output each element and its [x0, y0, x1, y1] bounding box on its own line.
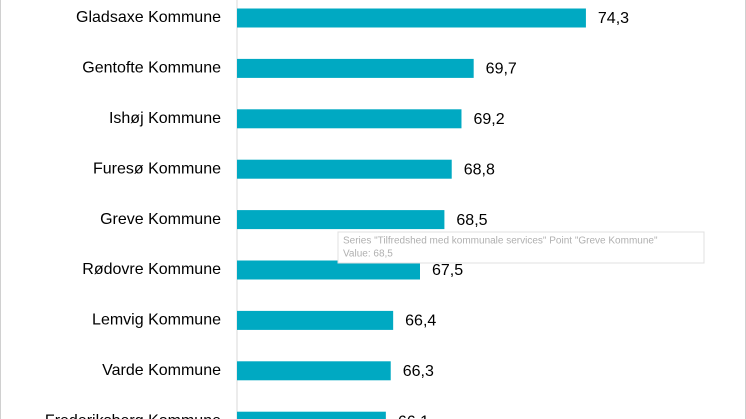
y-tick-label: Greve Kommune [100, 211, 221, 228]
y-tick-label: Furesø Kommune [93, 160, 221, 177]
bar [237, 361, 391, 381]
data-label: 69,7 [486, 61, 517, 78]
bar [237, 159, 452, 179]
y-tick-label: Gentofte Kommune [82, 60, 221, 77]
data-label: 66,4 [405, 313, 436, 330]
y-tick-label: Rødovre Kommune [82, 261, 221, 278]
tooltip-text: Series "Tilfredshed med kommunale servic… [343, 236, 658, 247]
data-label: 69,2 [473, 111, 504, 128]
bar [237, 58, 474, 78]
bar [237, 411, 386, 419]
data-label: 66,1 [398, 413, 429, 419]
bar [237, 310, 394, 330]
data-label: 68,5 [456, 212, 487, 229]
data-label: 74,3 [598, 10, 629, 27]
data-label: 67,5 [432, 262, 463, 279]
y-tick-label: Lemvig Kommune [92, 312, 221, 329]
tooltip-box [337, 231, 705, 264]
bar [237, 260, 420, 280]
y-tick-label: Frederiksberg Kommune [45, 412, 221, 419]
tooltip-text: Value: 68,5 [343, 249, 393, 260]
bar [237, 109, 462, 129]
y-tick-label: Ishøj Kommune [109, 110, 221, 127]
data-label: 68,8 [464, 161, 495, 178]
bar [237, 8, 586, 28]
y-tick-label: Gladsaxe Kommune [76, 9, 221, 26]
bar [237, 210, 445, 230]
y-tick-label: Varde Kommune [102, 362, 221, 379]
data-label: 66,3 [403, 363, 434, 380]
